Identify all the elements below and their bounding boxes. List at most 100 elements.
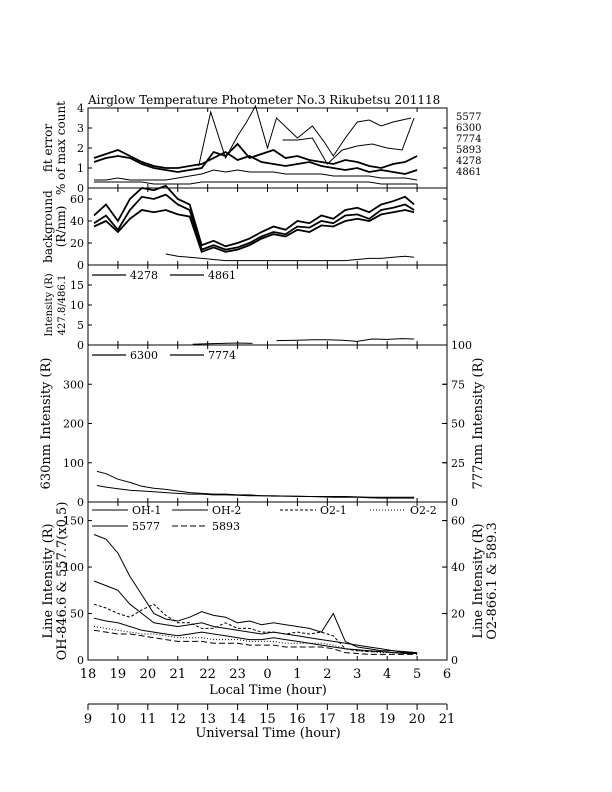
ut-tick-label: 21 xyxy=(439,712,456,727)
series-line-1 xyxy=(93,580,418,654)
ut-tick-label: 9 xyxy=(84,712,92,727)
panel-frame xyxy=(87,344,448,503)
x-tick-label: 1 xyxy=(293,667,301,682)
ut-tick-label: 18 xyxy=(349,712,366,727)
y-axis-label: 427.8/486.1 xyxy=(57,275,68,336)
x-tick-label: 21 xyxy=(169,667,186,682)
y-right-tick-label: 75 xyxy=(451,378,465,391)
x-tick-label: 23 xyxy=(229,667,246,682)
legend-label-5893: 5893 xyxy=(212,520,240,533)
ut-tick-label: 10 xyxy=(110,712,127,727)
series-line-4 xyxy=(93,626,418,654)
y-axis-label-right: O2-866.1 & 589.3 xyxy=(485,522,500,640)
y-tick-label: 100 xyxy=(63,457,84,470)
ut-tick-label: 16 xyxy=(289,712,306,727)
ut-tick-label: 20 xyxy=(409,712,426,727)
x-tick-label: 6 xyxy=(443,667,451,682)
x-tick-label: 2 xyxy=(323,667,331,682)
universal-time-axis: 9 10 11 12 13 14 15 16 17 18 19 20 21 xyxy=(84,703,456,727)
y-right-tick-label: 40 xyxy=(451,561,465,574)
y-axis-label: fit error xyxy=(41,124,55,172)
y-axis-label-left: OH-846.6 & 557.7(x0.5) xyxy=(55,502,70,661)
ut-tick-label: 19 xyxy=(379,712,396,727)
legend-label-6300: 6300 xyxy=(130,349,158,362)
ut-tick-label: 15 xyxy=(259,712,276,727)
y-tick-label: 5 xyxy=(77,319,84,332)
y-tick-label: 1 xyxy=(77,162,84,175)
series-line-6 xyxy=(282,117,415,165)
y-tick-label: 0 xyxy=(77,182,84,195)
legend-label-7774: 7774 xyxy=(208,349,236,362)
ut-tick-label: 12 xyxy=(169,712,186,727)
series-line-2 xyxy=(93,617,418,654)
y-tick-label: 15 xyxy=(70,279,84,292)
y-axis-label: background xyxy=(41,190,55,263)
legend-label-4861: 4861 xyxy=(456,167,481,178)
y-tick-label: 3 xyxy=(77,122,84,135)
y-tick-label: 0 xyxy=(77,496,84,509)
series-line-4 xyxy=(94,181,418,185)
series-line-1 xyxy=(96,470,415,498)
x-tick-label: 22 xyxy=(199,667,216,682)
y-axis-label-left: 630nm Intensity (R) xyxy=(39,358,54,490)
series-line-3 xyxy=(93,603,418,654)
panel-background: 0 20 40 60 background (R/nm) xyxy=(41,184,448,272)
series-line-1 xyxy=(192,342,253,345)
y-axis-label: % of max count xyxy=(54,101,68,195)
x-tick-label: 18 xyxy=(80,667,97,682)
panel-blue-lines: 0 5 10 15 Intensity (R) 427.8/486.1 4278 4861 xyxy=(44,264,448,352)
series-line-3 xyxy=(94,169,418,181)
y-tick-label: 40 xyxy=(70,215,84,228)
figure-title: Airglow Temperature Photometer No.3 Riku… xyxy=(87,93,440,107)
y-right-tick-label: 0 xyxy=(451,654,458,667)
legend-label-5893: 5893 xyxy=(456,145,481,156)
x-tick-label: 0 xyxy=(263,667,271,682)
y-tick-label: 10 xyxy=(70,299,84,312)
universal-time-label: Universal Time (hour) xyxy=(195,726,340,741)
y-axis-label: Intensity (R) xyxy=(44,273,55,336)
series-line-2 xyxy=(93,193,415,251)
series-line-5 xyxy=(198,104,412,167)
legend-label-O2-1: O2-1 xyxy=(320,504,347,517)
panel-frame xyxy=(87,187,448,266)
panel-red-lines: 0 100 200 300 0 25 50 75 100 630nm Intensity (R) 7… xyxy=(39,339,486,509)
y-tick-label: 60 xyxy=(70,193,84,206)
legend-label-7774: 7774 xyxy=(456,134,481,145)
y-tick-label: 20 xyxy=(70,237,84,250)
legend-label-OH-2: OH-2 xyxy=(212,504,241,517)
legend-label-OH-1: OH-1 xyxy=(132,504,161,517)
y-tick-label: 100 xyxy=(63,561,84,574)
y-right-tick-label: 20 xyxy=(451,608,465,621)
legend-label-6300: 6300 xyxy=(456,123,481,134)
legend-label-5577: 5577 xyxy=(132,520,160,533)
legend-label-4278: 4278 xyxy=(130,269,158,282)
y-axis-label: (R/nm) xyxy=(54,206,68,248)
y-tick-label: 0 xyxy=(77,339,84,352)
y-right-tick-label: 50 xyxy=(451,418,465,431)
series-line-2 xyxy=(276,338,415,342)
y-tick-label: 300 xyxy=(63,378,84,391)
y-tick-label: 0 xyxy=(77,259,84,272)
y-right-tick-label: 0 xyxy=(451,496,458,509)
y-axis-label-left: Line Intensity (R) xyxy=(41,523,56,638)
series-line-4 xyxy=(165,253,415,262)
series-line-5 xyxy=(93,534,418,654)
series-line-6 xyxy=(93,629,418,655)
ut-tick-label: 17 xyxy=(319,712,336,727)
y-axis-label-right: Line Intensity (R) xyxy=(471,523,486,638)
series-line-1 xyxy=(93,149,418,175)
y-right-tick-label: 25 xyxy=(451,457,465,470)
y-tick-label: 0 xyxy=(77,654,84,667)
ut-tick-label: 13 xyxy=(199,712,216,727)
panel-fit-error: 0 1 2 3 4 fit error% of max count 557763007774… xyxy=(41,101,481,195)
y-right-tick-label: 100 xyxy=(451,339,472,352)
x-tick-label: 3 xyxy=(353,667,361,682)
y-tick-label: 150 xyxy=(63,515,84,528)
x-tick-label: 20 xyxy=(140,667,157,682)
legend-label-4861: 4861 xyxy=(208,269,236,282)
y-right-tick-label: 60 xyxy=(451,515,465,528)
series-line-3 xyxy=(93,209,415,253)
